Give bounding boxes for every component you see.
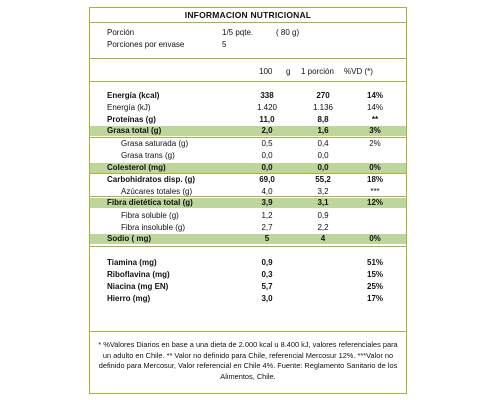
header-per-portion: 1 porción xyxy=(301,67,334,76)
row-highlight-band xyxy=(90,162,406,173)
daily-value-percent: 2% xyxy=(369,139,381,148)
portion-grams: ( 80 g) xyxy=(276,28,300,37)
value-per-100g: 0,3 xyxy=(261,270,273,279)
row-separator xyxy=(90,246,406,247)
value-per-portion: 55,2 xyxy=(315,175,331,184)
divider xyxy=(90,81,406,82)
value-per-100g: 69,0 xyxy=(259,175,275,184)
nutrient-label: Grasa trans (g) xyxy=(121,151,175,160)
daily-value-percent: 12% xyxy=(366,198,384,207)
value-per-portion: 270 xyxy=(316,91,330,100)
nutrient-label: Grasa total (g) xyxy=(107,126,162,135)
value-per-100g: 0,5 xyxy=(261,139,273,148)
value-per-100g: 11,0 xyxy=(259,115,275,124)
value-per-portion: 3,2 xyxy=(317,187,329,196)
daily-value-percent: 3% xyxy=(369,126,381,135)
nutrient-label: Riboflavina (mg) xyxy=(107,270,170,279)
daily-value-percent: 0% xyxy=(369,234,381,243)
header-unit: g xyxy=(286,67,291,76)
nutrient-label: Grasa saturada (g) xyxy=(121,139,189,148)
nutrient-label: Fibra soluble (g) xyxy=(121,211,179,220)
row-highlight-band xyxy=(90,125,406,136)
header-per-100: 100 xyxy=(259,67,273,76)
value-per-portion: 0,0 xyxy=(317,151,329,160)
value-per-100g: 3,0 xyxy=(261,294,273,303)
nutrient-label: Energía (kJ) xyxy=(107,103,151,112)
daily-value-percent: 0% xyxy=(369,163,381,172)
portion-label: Porción xyxy=(107,28,135,37)
daily-value-percent: 15% xyxy=(366,270,384,279)
value-per-100g: 3,9 xyxy=(261,198,273,207)
servings-label: Porciones por envase xyxy=(107,40,185,49)
nutrient-label: Niacina (mg EN) xyxy=(107,282,169,291)
daily-value-percent: 14% xyxy=(366,91,384,100)
value-per-portion: 3,1 xyxy=(317,198,329,207)
nutrient-label: Energía (kcal) xyxy=(107,91,160,100)
nutrient-label: Fibra dietética total (g) xyxy=(107,198,193,207)
nutrient-label: Colesterol (mg) xyxy=(107,163,166,172)
value-per-portion: 8,8 xyxy=(317,115,329,124)
nutrient-label: Hierro (mg) xyxy=(107,294,151,303)
row-highlight-band xyxy=(90,233,406,244)
nutrient-label: Sodio ( mg) xyxy=(107,234,151,243)
panel-title: INFORMACION NUTRICIONAL xyxy=(90,8,406,23)
row-highlight-band xyxy=(90,197,406,208)
nutrient-label: Azúcares totales (g) xyxy=(121,187,193,196)
value-per-portion: 0,9 xyxy=(317,211,329,220)
daily-value-percent: *** xyxy=(370,187,380,196)
nutrient-label: Carbohidratos disp. (g) xyxy=(107,175,195,184)
nutrient-label: Fibra insoluble (g) xyxy=(121,223,186,232)
nutrient-label: Tiamina (mg) xyxy=(107,258,157,267)
nutrient-label: Proteínas (g) xyxy=(107,115,156,124)
value-per-100g: 0,0 xyxy=(261,163,273,172)
value-per-100g: 2,7 xyxy=(261,223,273,232)
value-per-100g: 4,0 xyxy=(261,187,273,196)
divider xyxy=(90,58,406,59)
value-per-100g: 5,7 xyxy=(261,282,273,291)
servings-value: 5 xyxy=(222,40,227,49)
value-per-portion: 0,4 xyxy=(317,139,329,148)
row-separator xyxy=(90,136,406,138)
value-per-100g: 1.420 xyxy=(256,103,278,112)
value-per-portion: 2,2 xyxy=(317,223,329,232)
value-per-100g: 0,9 xyxy=(261,258,273,267)
value-per-100g: 338 xyxy=(260,91,274,100)
portion-value: 1/5 pqte. xyxy=(222,28,254,37)
daily-value-percent: 25% xyxy=(366,282,384,291)
row-separator xyxy=(90,173,406,174)
value-per-portion: 1,6 xyxy=(317,126,329,135)
daily-value-percent: ** xyxy=(371,115,379,124)
daily-value-percent: 14% xyxy=(366,103,384,112)
value-per-portion: 0,0 xyxy=(317,163,329,172)
value-per-portion: 4 xyxy=(320,234,326,243)
daily-value-percent: 51% xyxy=(366,258,384,267)
value-per-100g: 2,0 xyxy=(261,126,273,135)
daily-value-percent: 17% xyxy=(366,294,384,303)
value-per-100g: 1,2 xyxy=(261,211,273,220)
value-per-100g: 5 xyxy=(264,234,270,243)
row-separator xyxy=(90,195,406,197)
header-vd: %VD (*) xyxy=(344,67,373,76)
divider xyxy=(90,331,406,332)
nutrition-facts-panel: INFORMACION NUTRICIONAL Porción 1/5 pqte… xyxy=(89,7,407,394)
footnote: * %Valores Diarios en base a una dieta d… xyxy=(98,340,398,381)
daily-value-percent: 18% xyxy=(366,175,384,184)
value-per-portion: 1.136 xyxy=(312,103,334,112)
value-per-100g: 0,0 xyxy=(261,151,273,160)
